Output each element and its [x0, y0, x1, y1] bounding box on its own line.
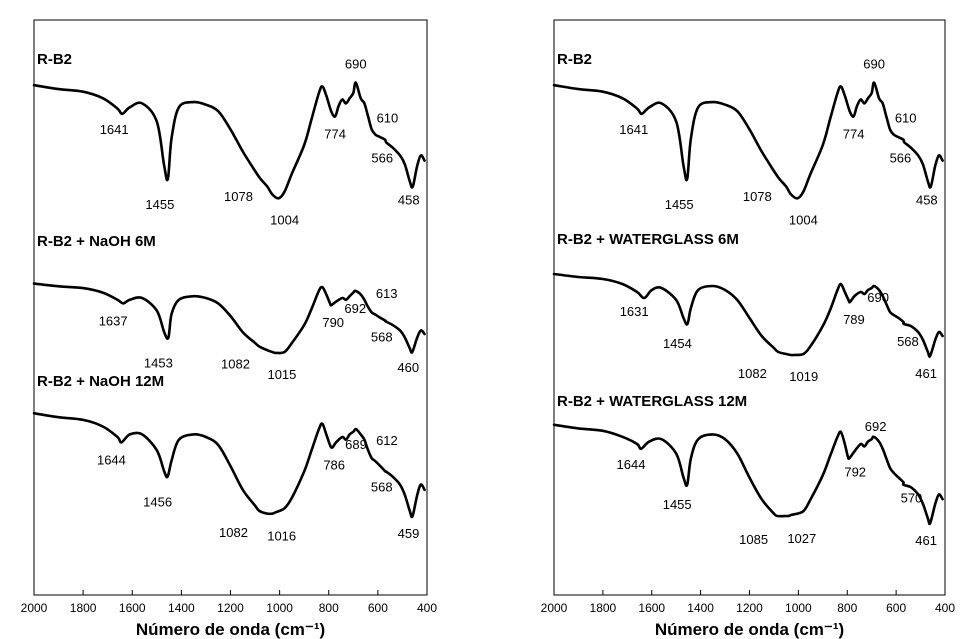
peak-label: 1004	[270, 212, 299, 227]
peak-label: 612	[376, 433, 398, 448]
x-tick-label: 600	[368, 601, 388, 615]
spectrum-line-right-2	[552, 423, 944, 526]
peak-label: 1085	[739, 532, 768, 547]
x-tick-label: 2000	[21, 601, 48, 615]
spectrum-line-right-0	[552, 81, 944, 200]
x-tick-label: 1600	[638, 601, 665, 615]
plot-frame-right	[553, 19, 946, 596]
peak-label: 1082	[738, 366, 767, 381]
series-label: R-B2 + NaOH 12M	[37, 373, 164, 390]
x-axis-title: Número de onda (cm⁻¹)	[136, 620, 325, 639]
peak-label: 690	[863, 57, 885, 72]
peak-label: 692	[344, 301, 366, 316]
x-tick-label: 1800	[590, 601, 617, 615]
peak-label: 689	[345, 437, 367, 452]
peak-label: 1019	[789, 369, 818, 384]
x-tick-label: 400	[935, 601, 955, 615]
peak-label: 1078	[224, 189, 253, 204]
peak-label: 1027	[787, 531, 816, 546]
x-tick-label: 1800	[70, 601, 97, 615]
x-tick-label: 2000	[541, 601, 568, 615]
peak-label: 566	[371, 150, 393, 165]
x-tick-label: 1400	[687, 601, 714, 615]
peak-label: 774	[843, 126, 865, 141]
x-tick-label: 1400	[168, 601, 195, 615]
peak-label: 1637	[99, 313, 128, 328]
peak-label: 568	[371, 479, 393, 494]
peak-label: 1004	[789, 212, 818, 227]
peak-label: 774	[324, 126, 346, 141]
peak-label: 1015	[267, 367, 296, 382]
peak-label: 1016	[267, 528, 296, 543]
peak-label: 1453	[144, 356, 173, 371]
peak-label: 1078	[743, 189, 772, 204]
x-tick-label: 1600	[119, 601, 146, 615]
peak-label: 568	[897, 334, 919, 349]
x-tick-label: 800	[319, 601, 339, 615]
spectrum-line-left-1	[32, 282, 426, 355]
peak-label: 1455	[663, 497, 692, 512]
peak-label: 1641	[100, 122, 129, 137]
peak-label: 1641	[619, 122, 648, 137]
peak-label: 461	[915, 533, 937, 548]
series-label: R-B2 + WATERGLASS 12M	[557, 393, 747, 410]
peak-label: 613	[376, 286, 398, 301]
peak-label: 458	[916, 193, 938, 208]
x-tick-label: 1200	[736, 601, 763, 615]
peak-label: 690	[345, 57, 367, 72]
peak-label: 1082	[219, 525, 248, 540]
peak-label: 610	[895, 111, 917, 126]
x-tick-label: 1200	[217, 601, 244, 615]
peak-label: 459	[398, 526, 420, 541]
peak-label: 1644	[617, 457, 646, 472]
peak-label: 1455	[665, 197, 694, 212]
peak-label: 1454	[663, 336, 692, 351]
peak-label: 566	[890, 150, 912, 165]
spectrum-line-left-2	[32, 412, 426, 519]
peak-label: 568	[371, 329, 393, 344]
spectrum-line-left-0	[32, 81, 426, 200]
x-tick-label: 400	[417, 601, 437, 615]
x-tick-label: 1000	[785, 601, 812, 615]
peak-label: 570	[901, 490, 923, 505]
peak-label: 690	[867, 290, 889, 305]
series-label: R-B2	[37, 51, 72, 68]
peak-label: 789	[843, 312, 865, 327]
x-tick-label: 800	[837, 601, 857, 615]
peak-label: 1456	[143, 495, 172, 510]
x-axis-title: Número de onda (cm⁻¹)	[655, 620, 844, 639]
spectrum-line-right-1	[552, 272, 944, 358]
peak-label: 1631	[620, 304, 649, 319]
peak-label: 786	[323, 458, 345, 473]
series-label: R-B2 + NaOH 6M	[37, 233, 156, 250]
series-label: R-B2	[557, 51, 592, 68]
x-tick-label: 1000	[266, 601, 293, 615]
series-label: R-B2 + WATERGLASS 6M	[557, 231, 739, 248]
peak-label: 790	[322, 315, 344, 330]
peak-label: 610	[377, 111, 399, 126]
peak-label: 1644	[97, 452, 126, 467]
peak-label: 460	[397, 360, 419, 375]
x-tick-label: 600	[886, 601, 906, 615]
peak-label: 692	[865, 419, 887, 434]
peak-label: 1082	[221, 357, 250, 372]
peak-label: 458	[398, 193, 420, 208]
peak-label: 461	[915, 366, 937, 381]
peak-label: 792	[844, 464, 866, 479]
peak-label: 1455	[145, 197, 174, 212]
